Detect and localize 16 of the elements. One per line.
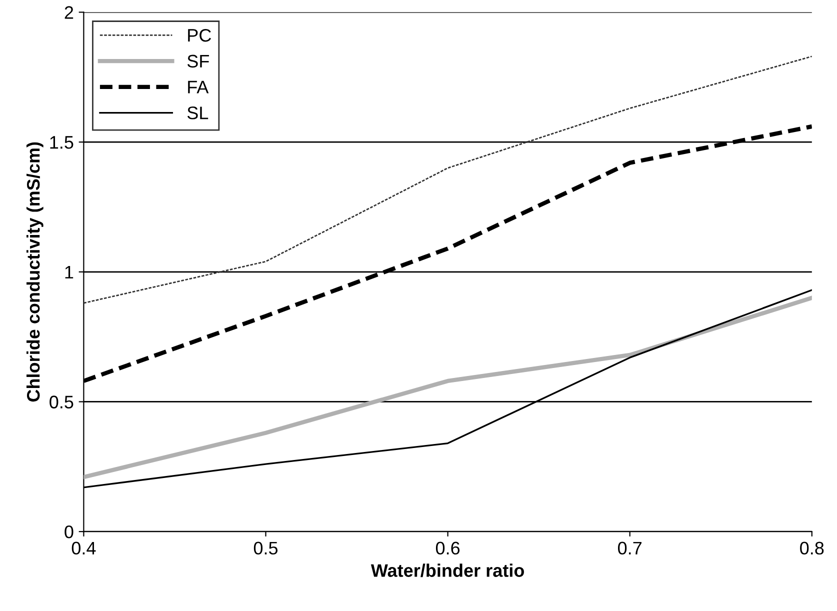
y-axis-title: Chloride conductivity (mS/cm)	[26, 142, 44, 402]
legend-label: PC	[188, 28, 212, 42]
x-axis-title: Water/binder ratio	[370, 564, 524, 578]
y-tick-label: 0	[64, 526, 74, 538]
x-tick-label: 0.5	[254, 542, 278, 555]
y-tick-label: 2	[64, 6, 74, 19]
legend-label: SF	[187, 54, 209, 68]
y-tick-label: 1.5	[50, 136, 74, 149]
y-tick-label: 0.5	[50, 396, 74, 408]
x-tick-label: 0.6	[436, 542, 460, 555]
legend-label: SL	[187, 106, 208, 120]
legend-label: FA	[188, 80, 209, 94]
y-tick-label: 1	[65, 266, 74, 278]
x-tick-label: 0.8	[800, 542, 824, 555]
x-tick-label: 0.4	[72, 542, 96, 555]
x-tick-label: 0.7	[618, 542, 642, 555]
